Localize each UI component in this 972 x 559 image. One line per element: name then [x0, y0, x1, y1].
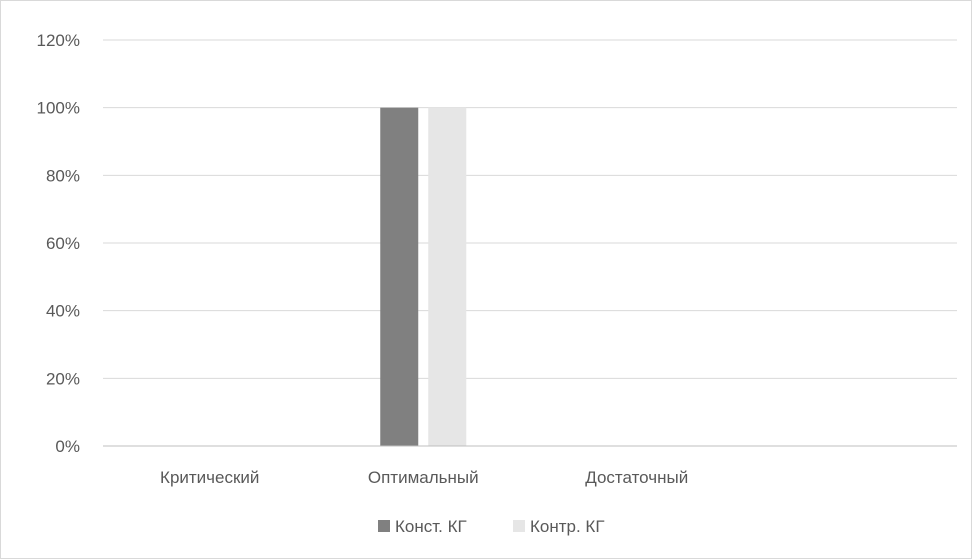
y-tick-label: 60% — [46, 234, 80, 253]
category-label: Критический — [160, 468, 259, 487]
legend-swatch — [378, 520, 390, 532]
legend-swatch — [513, 520, 525, 532]
y-axis-ticks: 0% 20% 40% 60% 80% 100% 120% — [37, 31, 80, 456]
y-tick-label: 40% — [46, 302, 80, 321]
bars — [380, 107, 467, 447]
y-tick-label: 0% — [55, 437, 80, 456]
y-tick-label: 80% — [46, 166, 80, 185]
legend-label: Контр. КГ — [530, 517, 605, 536]
category-label: Оптимальный — [368, 468, 479, 487]
legend-label: Конст. КГ — [395, 517, 467, 536]
y-tick-label: 20% — [46, 369, 80, 388]
y-tick-label: 100% — [37, 99, 80, 118]
bar-kontr-kg-1 — [428, 107, 467, 447]
legend: Конст. КГ Контр. КГ — [378, 517, 605, 536]
gridlines — [103, 39, 957, 379]
category-labels: Критический Оптимальный Достаточный — [160, 468, 688, 487]
category-label: Достаточный — [585, 468, 688, 487]
bar-konst-kg-1 — [380, 107, 419, 447]
y-tick-label: 120% — [37, 31, 80, 50]
